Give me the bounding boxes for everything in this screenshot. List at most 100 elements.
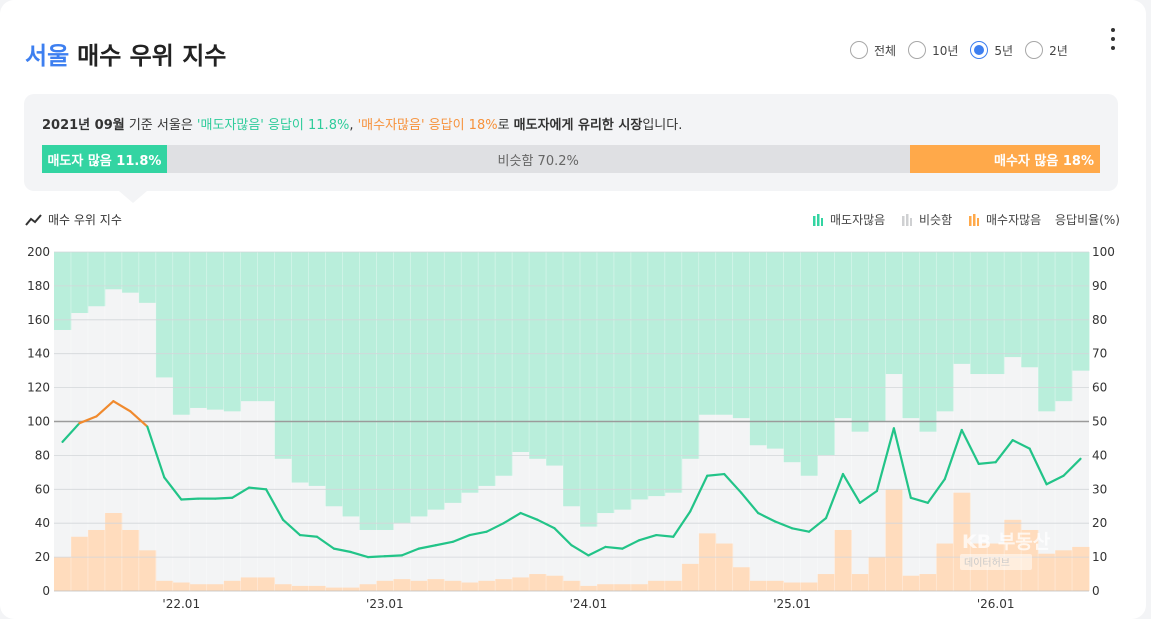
legend-neutral-label: 비슷함 (919, 213, 953, 227)
index-segment (349, 550, 369, 559)
seller-bar (596, 252, 615, 514)
radio-label: 전체 (874, 43, 897, 58)
right-axis-label: 응답비율(%) (1055, 213, 1120, 227)
buyer-bar (104, 513, 123, 591)
radio-circle[interactable] (1025, 41, 1044, 59)
index-segment (468, 530, 488, 537)
buyer-bar (87, 529, 106, 591)
legend-seller-label: 매도자많음 (830, 213, 886, 227)
index-segment (723, 472, 743, 494)
index-segment (1028, 447, 1048, 486)
radio-circle[interactable] (850, 41, 868, 59)
buyer-bar (783, 582, 801, 591)
radio-label: 10년 (932, 43, 959, 58)
radio-label: 5년 (994, 43, 1014, 58)
right-tick-label: 100 (1092, 245, 1115, 259)
buyer-bar (495, 579, 513, 591)
seller-bar (1004, 252, 1022, 358)
chart-label-text: 매수 우위 지수 (48, 213, 122, 227)
buyer-bar (444, 580, 462, 591)
buyer-bar (1038, 553, 1056, 591)
index-segment (587, 545, 607, 557)
buyer-bar (257, 577, 275, 591)
seller-bar (240, 252, 259, 402)
right-tick-label: 80 (1092, 313, 1107, 327)
index-segment (146, 425, 166, 479)
period-radio-10y[interactable]: 10년 (908, 41, 958, 59)
svg-text:데이터허브: 데이터허브 (964, 557, 1010, 569)
buyer-bar (902, 575, 920, 591)
buyer-bar (613, 584, 632, 591)
index-segment (180, 497, 200, 501)
seller-bar (630, 252, 649, 500)
buyer-bar (579, 585, 598, 591)
buyer-bar (427, 579, 445, 591)
index-segment (536, 518, 556, 530)
seller-bar (308, 252, 326, 486)
buyer-bar (647, 580, 666, 591)
seller-bar (1021, 252, 1039, 368)
index-segment (451, 533, 471, 543)
summary-pointer (119, 191, 147, 203)
index-segment (281, 518, 302, 537)
index-segment (706, 472, 726, 477)
buyer-bar (138, 550, 157, 591)
radio-circle[interactable] (970, 41, 989, 59)
buyer-bar (885, 489, 903, 591)
period-radio-5y[interactable]: 5년 (970, 41, 1013, 59)
left-tick-label: 100 (27, 415, 50, 429)
index-segment (264, 488, 285, 521)
left-tick-label: 80 (35, 448, 50, 462)
seller-bar (800, 252, 818, 476)
index-segment (383, 554, 403, 558)
seller-bar (936, 252, 954, 412)
seller-bar (410, 252, 428, 517)
radio-circle[interactable] (908, 41, 927, 59)
seller-bar (647, 252, 666, 497)
seller-bar (257, 252, 275, 402)
index-segment (807, 517, 828, 533)
buyer-bar (223, 580, 242, 591)
gridlines (54, 251, 1089, 592)
index-segment (129, 410, 149, 428)
left-tick-label: 140 (27, 347, 50, 361)
left-tick-label: 40 (35, 516, 50, 530)
seller-bar (919, 252, 937, 432)
buyer-bar (70, 536, 89, 591)
buyer-bar (681, 563, 700, 591)
chart-label: 매수 우위 지수 (25, 211, 122, 228)
index-segment (366, 555, 386, 559)
period-radio-2y[interactable]: 2년 (1025, 41, 1068, 59)
index-segment (740, 491, 760, 515)
left-tick-label: 180 (27, 279, 50, 293)
index-segment (553, 527, 573, 547)
neutral-segment: 비슷함 70.2% (166, 145, 910, 173)
index-segment (400, 547, 420, 557)
buyer-bar (410, 580, 428, 591)
seller-bar (664, 252, 683, 493)
buyer-bar (749, 580, 768, 591)
buyer-bar (529, 574, 547, 591)
buyer-bar (817, 574, 835, 591)
seller-bar (104, 252, 123, 290)
buyer-bar (630, 584, 649, 591)
legend-seller: 매도자많음 (812, 211, 885, 228)
buyer-bar (664, 580, 683, 591)
index-segment (943, 428, 963, 481)
seller-bar (444, 252, 462, 503)
x-tick-label: '22.01 (162, 597, 200, 611)
page-title: 서울 매수 우위 지수 (25, 36, 226, 71)
seller-bar (732, 252, 751, 419)
index-line (61, 400, 1082, 559)
seller-bar (376, 252, 394, 530)
seller-bar (70, 252, 89, 314)
seller-bar (87, 252, 106, 307)
x-tick-label: '25.01 (773, 597, 811, 611)
buyer-bar (291, 585, 309, 591)
kebab-menu-icon[interactable] (1106, 28, 1120, 50)
trend-line-icon (25, 213, 42, 226)
x-tick-label: '23.01 (366, 597, 404, 611)
index-segment (977, 461, 997, 465)
period-radio-all[interactable]: 전체 (850, 41, 896, 59)
index-segment (502, 511, 522, 525)
